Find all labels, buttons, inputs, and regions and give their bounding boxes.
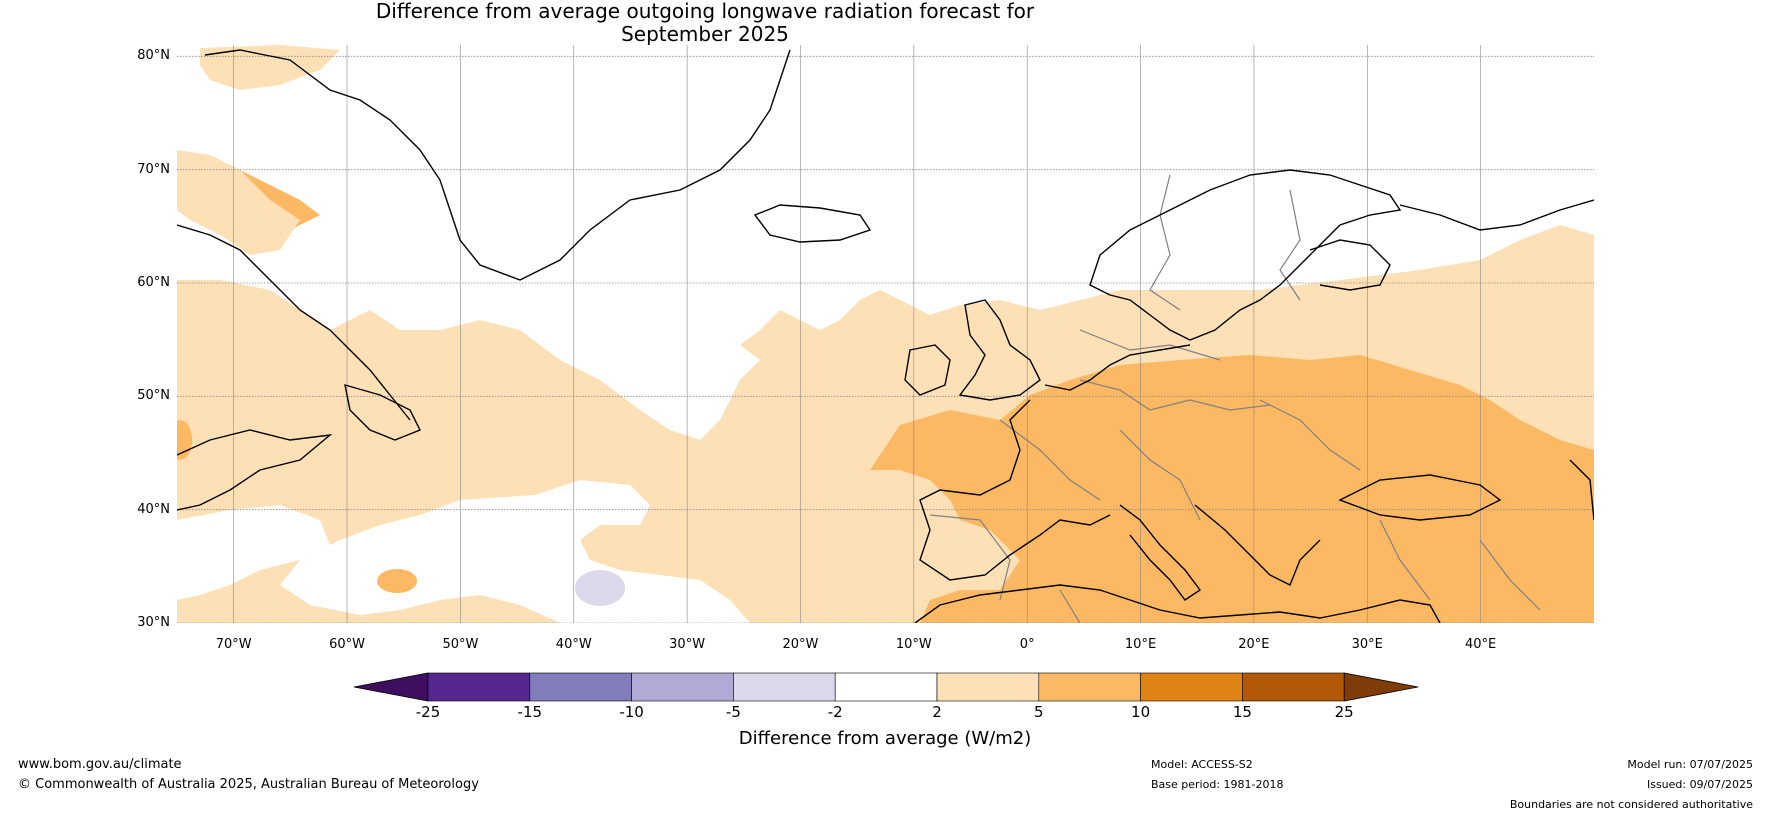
- footer-issued: Issued: 09/07/2025: [1646, 778, 1753, 791]
- map-title-line2: September 2025: [621, 22, 789, 46]
- footer-website[interactable]: www.bom.gov.au/climate: [18, 757, 182, 772]
- latitude-label: 70°N: [137, 161, 170, 177]
- colorbar-segment: [936, 672, 1040, 702]
- longitude-label: 40°W: [555, 637, 592, 652]
- colorbar-tick-label: -5: [725, 703, 741, 721]
- anomaly-field-5-10-patch-atlantic: [377, 569, 417, 593]
- footer-copyright: © Commonwealth of Australia 2025, Austra…: [18, 777, 479, 792]
- footer-model-run: Model run: 07/07/2025: [1627, 758, 1753, 771]
- latitude-label: 30°N: [137, 615, 170, 630]
- coastline-great-britain: [958, 299, 1041, 401]
- colorbar-segment: [1140, 672, 1243, 702]
- coastline-caspian: [1569, 459, 1594, 521]
- colorbar-tick-label: -25: [415, 703, 441, 721]
- coastlines: [177, 49, 1594, 623]
- colorbar-tick-label: 15: [1232, 703, 1252, 721]
- coastline-north-africa: [914, 584, 1441, 623]
- coastline-black-sea: [1338, 474, 1502, 521]
- anomaly-field-near-average-north: [177, 45, 1594, 440]
- longitude-label: 60°W: [329, 637, 365, 652]
- coastline-france-iberia: [919, 399, 1111, 581]
- latitude-label: 40°N: [137, 501, 170, 517]
- coastline-finland: [1309, 239, 1391, 291]
- footer-left: www.bom.gov.au/climate © Commonwealth of…: [18, 755, 479, 795]
- colorbar-tick-label: -15: [517, 703, 543, 721]
- coastline-scandinavia: [1089, 169, 1402, 341]
- footer-model: Model: ACCESS-S2: [1151, 758, 1253, 771]
- colorbar-tick-label: -10: [619, 703, 644, 721]
- map-title: Difference from average outgoing longwav…: [0, 0, 1410, 46]
- coastline-russia-north: [1399, 199, 1594, 231]
- latitude-label: 60°N: [137, 275, 170, 290]
- longitude-label: 10°W: [895, 637, 932, 652]
- latitude-label: 50°N: [137, 388, 170, 404]
- colorbar-segment: [427, 672, 531, 702]
- footer-issue-info: Model run: 07/07/2025 Issued: 09/07/2025…: [1353, 755, 1753, 815]
- longitude-label: 50°W: [442, 637, 479, 652]
- coastline-italy: [1119, 504, 1202, 601]
- colorbar-segments: [353, 672, 1419, 702]
- coastline-ireland: [904, 344, 951, 396]
- anomaly-field-neg-2-5: [575, 570, 625, 606]
- colorbar-tick-label: 5: [1034, 703, 1044, 721]
- country-borders: [929, 174, 1541, 623]
- colorbar-extend-low: [353, 672, 429, 702]
- longitude-label: 30°E: [1351, 637, 1383, 652]
- colorbar: [353, 672, 1419, 702]
- longitude-label: 70°W: [215, 637, 252, 652]
- anomaly-field-2-5-labrador: [177, 150, 300, 255]
- anomaly-field-near-average-west: [177, 505, 330, 600]
- colorbar-segment: [1242, 672, 1345, 702]
- colorbar-tick-label: -2: [827, 703, 843, 721]
- coastline-newfoundland: [344, 384, 421, 441]
- longitude-label: 10°E: [1124, 637, 1157, 652]
- colorbar-segment: [631, 672, 734, 702]
- coastline-europe-west: [1044, 344, 1191, 391]
- colorbar-segment: [529, 672, 632, 702]
- colorbar-label: Difference from average (W/m2): [738, 728, 1032, 749]
- graticule: [177, 45, 1594, 623]
- forecast-map: [177, 45, 1594, 623]
- coastline-balkans: [1194, 504, 1321, 586]
- longitude-label: 30°W: [669, 637, 706, 652]
- coastline-iceland: [753, 204, 872, 243]
- longitude-label: 20°W: [782, 637, 819, 652]
- coastline-nova-scotia: [177, 429, 333, 511]
- coastline-labrador: [177, 224, 411, 421]
- longitude-label: 0°: [1019, 637, 1035, 652]
- colorbar-tick-label: 10: [1131, 703, 1151, 721]
- colorbar-tick-label: 2: [932, 703, 942, 721]
- footer-disclaimer: Boundaries are not considered authoritat…: [1509, 798, 1753, 811]
- footer-model-info: Model: ACCESS-S2 Base period: 1981-2018: [1151, 755, 1283, 795]
- colorbar-segment: [834, 672, 938, 702]
- colorbar-extend-high: [1343, 672, 1419, 702]
- coastline-greenland: [204, 49, 791, 281]
- longitude-label: 40°E: [1464, 637, 1497, 652]
- latitude-label: 80°N: [137, 48, 170, 64]
- colorbar-segment: [1038, 672, 1141, 702]
- longitude-label: 20°E: [1238, 637, 1270, 652]
- map-plot-area: [177, 45, 1594, 623]
- anomaly-field-5-10-europe: [870, 355, 1594, 623]
- colorbar-tick-label: 25: [1334, 703, 1354, 721]
- map-title-line1: Difference from average outgoing longwav…: [375, 0, 1035, 23]
- footer-base-period: Base period: 1981-2018: [1151, 778, 1284, 791]
- anomaly-field-near-average-patch: [490, 521, 534, 549]
- colorbar-segment: [733, 672, 836, 702]
